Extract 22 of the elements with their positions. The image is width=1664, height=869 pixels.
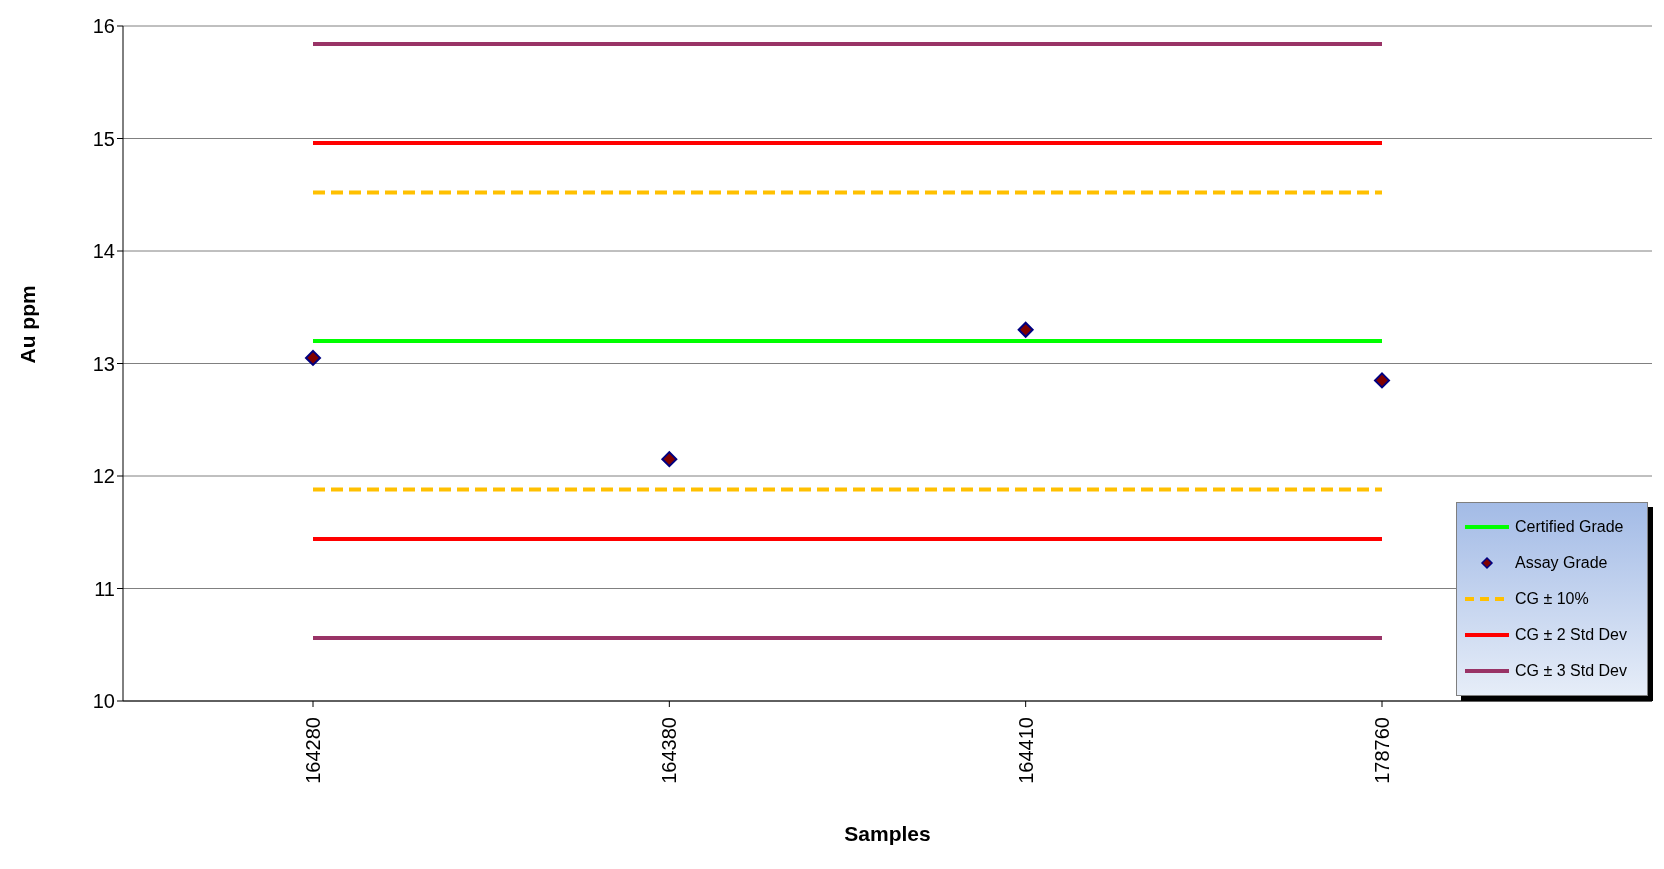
y-tick-label: 16 [92,15,115,38]
y-axis-title: Au ppm [16,285,40,364]
y-tick-label: 14 [92,240,115,263]
x-tick-label: 164280 [302,717,324,784]
y-tick-label: 12 [92,465,115,488]
legend-label: CG ± 2 Std Dev [1515,625,1627,645]
point [661,451,678,468]
x-axis-title: Samples [844,822,931,845]
x-tick-label: 164410 [1014,717,1037,784]
y-tick-label: 13 [92,352,115,375]
legend-label: Certified Grade [1515,517,1624,537]
point [305,349,321,366]
legend-label: CG ± 10% [1515,589,1589,609]
y-tick-label: 11 [94,577,115,600]
legend-label: Assay Grade [1515,553,1608,573]
point [1017,321,1034,338]
legend-label: CG ± 3 Std Dev [1515,661,1627,681]
x-tick-label: 164380 [658,717,681,784]
point [1374,372,1390,389]
y-tick-label: 15 [92,127,115,150]
y-tick-label: 10 [92,690,115,713]
x-tick-label: 178760 [1371,717,1393,784]
